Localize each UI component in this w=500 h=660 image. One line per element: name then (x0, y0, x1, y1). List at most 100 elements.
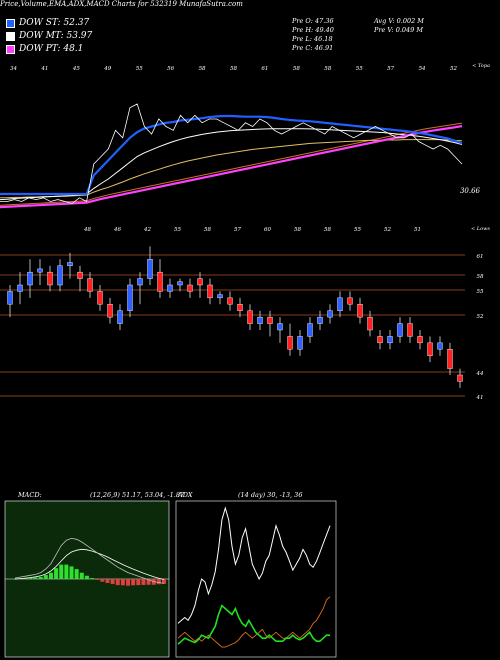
candle-body (387, 336, 393, 344)
legend-swatch-pt (6, 44, 15, 54)
candle-body (397, 323, 403, 337)
candle-body (247, 310, 253, 324)
legend-dow-st: DOW ST: 52.37 (6, 18, 89, 28)
candle-body (337, 297, 343, 311)
legend-label-st: DOW ST: 52.37 (19, 18, 90, 28)
macd-histogram-bar (90, 578, 95, 579)
candle-body (407, 323, 413, 337)
ema-top-label: 34 (10, 66, 17, 72)
ema-last-value: 30.66 (460, 187, 481, 195)
ema-axis-caption: < Topa (472, 63, 490, 69)
macd-signal-line (14, 548, 165, 580)
pre-volume: Pre V: 0.049 M (374, 26, 424, 34)
candle-top-label: 48 (83, 227, 91, 233)
price-level-label: 61 (477, 254, 484, 260)
candle-body (177, 281, 183, 286)
pre-low: Pre L: 46.18 (292, 35, 333, 43)
plus-di-line (177, 604, 330, 645)
macd-histogram-bar (141, 579, 146, 585)
candle-body (327, 310, 333, 318)
candle-top-label: 55 (354, 227, 361, 233)
candle-body (97, 291, 103, 305)
chart-title: Price,Volume,EMA,ADX,MACD Charts for 532… (0, 0, 243, 8)
macd-histogram-bar (74, 569, 79, 579)
candle-top-label: 52 (384, 227, 391, 233)
ema-top-label: 52 (450, 66, 457, 72)
ema-top-label: 41 (40, 66, 48, 72)
macd-histogram-bar (43, 575, 48, 579)
candle-body (237, 304, 243, 311)
macd-histogram-bar (162, 579, 166, 584)
price-level-label: 58 (477, 274, 484, 280)
macd-histogram-bar (33, 577, 38, 579)
macd-histogram-bar (100, 579, 105, 582)
candle-body (217, 294, 223, 299)
price-line (0, 103, 463, 204)
candle-body (57, 265, 63, 286)
price-level-label: 52 (477, 314, 484, 320)
candle-body (147, 259, 153, 279)
macd-histogram-bar (110, 579, 115, 585)
ema-top-label: 45 (72, 66, 80, 72)
macd-histogram-bar (105, 579, 110, 583)
macd-histogram-bar (38, 576, 43, 579)
macd-histogram-bar (136, 579, 141, 586)
candle-body (87, 278, 93, 292)
macd-label: MACD: (18, 491, 42, 499)
ema-top-label: 58 (293, 66, 300, 72)
candle-body (287, 336, 293, 350)
candle-body (137, 278, 143, 286)
macd-histogram-bar (79, 572, 84, 579)
candle-body (357, 304, 363, 318)
candle-body (207, 284, 213, 299)
macd-histogram-bar (84, 575, 89, 579)
candle-body (377, 336, 383, 344)
candle-body (17, 284, 23, 292)
adx-panel-frame (175, 500, 337, 658)
ema-top-label: 57 (387, 66, 394, 72)
candle-body (267, 316, 273, 324)
macd-histogram-bar (115, 579, 120, 586)
legend-label-pt: DOW PT: 48.1 (19, 44, 84, 54)
macd-histogram-bar (28, 577, 33, 579)
candle-body (67, 262, 73, 266)
candle-body (107, 304, 113, 318)
candle-body (127, 284, 133, 311)
candle-body (157, 271, 163, 292)
macd-histogram-bar (95, 579, 100, 580)
candle-body (7, 291, 13, 305)
legend-swatch-mt (6, 31, 15, 41)
pre-open: Pre O: 47.36 (292, 17, 334, 25)
candle-body (257, 316, 263, 324)
candle-body (167, 284, 173, 292)
legend-swatch-st (6, 18, 15, 28)
candle-body (117, 310, 123, 324)
candle-body (307, 323, 313, 337)
macd-histogram-bar (23, 578, 28, 579)
candle-body (77, 271, 83, 279)
pre-high: Pre H: 49.40 (292, 26, 334, 34)
macd-params: (12,26,9) 51.17, 53.04, -1.87 (90, 491, 185, 499)
dow-mt-line (0, 128, 463, 201)
candle-body (27, 271, 33, 286)
candle-body (37, 268, 43, 273)
macd-histogram-bar (156, 579, 161, 585)
ema-top-label: 55 (136, 66, 143, 72)
adx-label: ADX (178, 491, 193, 499)
candle-axis-caption: < Lows (471, 226, 490, 232)
candle-body (297, 336, 303, 350)
ema-top-label: 58 (199, 66, 206, 72)
candle-top-label: 58 (204, 227, 211, 233)
ema-slow-line (0, 139, 463, 199)
adx-params: (14 day) 30, -13, 36 (238, 491, 303, 499)
macd-line (14, 537, 165, 584)
candle-body (457, 374, 463, 382)
pre-close: Pre C: 46.91 (292, 44, 334, 52)
ema-top-label: 55 (356, 66, 363, 72)
dow-st-line (0, 114, 463, 196)
candle-top-label: 55 (174, 227, 181, 233)
candle-body (417, 336, 423, 344)
macd-histogram-bar (131, 579, 136, 586)
legend-label-mt: DOW MT: 53.97 (19, 31, 93, 41)
candle-body (367, 316, 373, 331)
